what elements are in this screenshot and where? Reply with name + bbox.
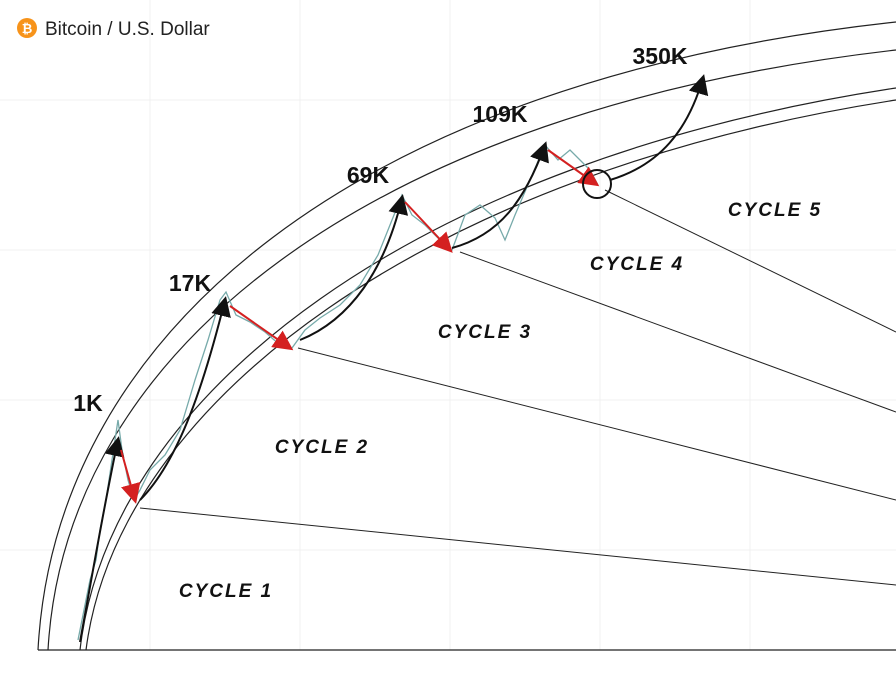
header: ₿ Bitcoin / U.S. Dollar [17, 18, 210, 40]
svg-text:₿: ₿ [22, 21, 33, 36]
curved-channels [37, 21, 896, 651]
cycle-label: CYCLE 2 [275, 437, 369, 458]
cycle-label: CYCLE 3 [438, 322, 532, 343]
peak-label: 109K [473, 101, 528, 127]
peak-label: 17K [169, 270, 212, 296]
bitcoin-icon [17, 18, 37, 38]
cycle-label: CYCLE 4 [590, 254, 684, 275]
cycle-label: CYCLE 5 [728, 200, 822, 221]
cycle-rays [139, 189, 896, 586]
peak-label: 350K [633, 43, 688, 69]
chart-title: Bitcoin / U.S. Dollar [45, 19, 210, 40]
price-history [77, 143, 599, 641]
peak-label: 69K [347, 162, 390, 188]
cycle-label: CYCLE 1 [179, 581, 273, 602]
peak-label: 1K [73, 390, 103, 416]
cycle-arrows [79, 74, 709, 643]
